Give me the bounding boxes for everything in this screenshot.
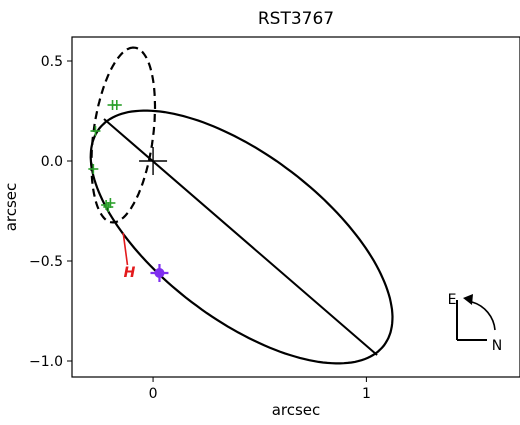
outer-orbit-ellipse: [89, 109, 394, 365]
axes: [71, 36, 520, 378]
h-band-residual-line: [122, 232, 129, 266]
y-tick-label: −0.5: [29, 254, 63, 270]
compass-east-label: E: [448, 292, 457, 308]
tick-marks: 0 1 0.5 0.0 −0.5 −1.0: [29, 54, 371, 402]
plot-area-frame: [71, 36, 520, 378]
x-tick-label: 0: [149, 386, 158, 402]
inner-orbit-ellipse: [90, 46, 157, 224]
y-tick-label: 0.5: [41, 54, 63, 70]
compass-rose: E N: [448, 292, 503, 354]
chart-title: RST3767: [258, 9, 334, 29]
y-tick-label: 0.0: [41, 154, 63, 170]
x-tick-label: 1: [362, 386, 371, 402]
plot-data: H: [88, 46, 394, 365]
compass-arrow-head: [463, 294, 473, 305]
compass-rotation-arc: [471, 301, 496, 331]
compass-north-label: N: [492, 338, 502, 354]
x-axis-label: arcsec: [272, 401, 321, 419]
line-of-apsides: [103, 118, 378, 356]
h-band-label: H: [124, 265, 136, 281]
y-axis-label: arcsec: [2, 183, 20, 232]
y-tick-label: −1.0: [29, 354, 63, 370]
